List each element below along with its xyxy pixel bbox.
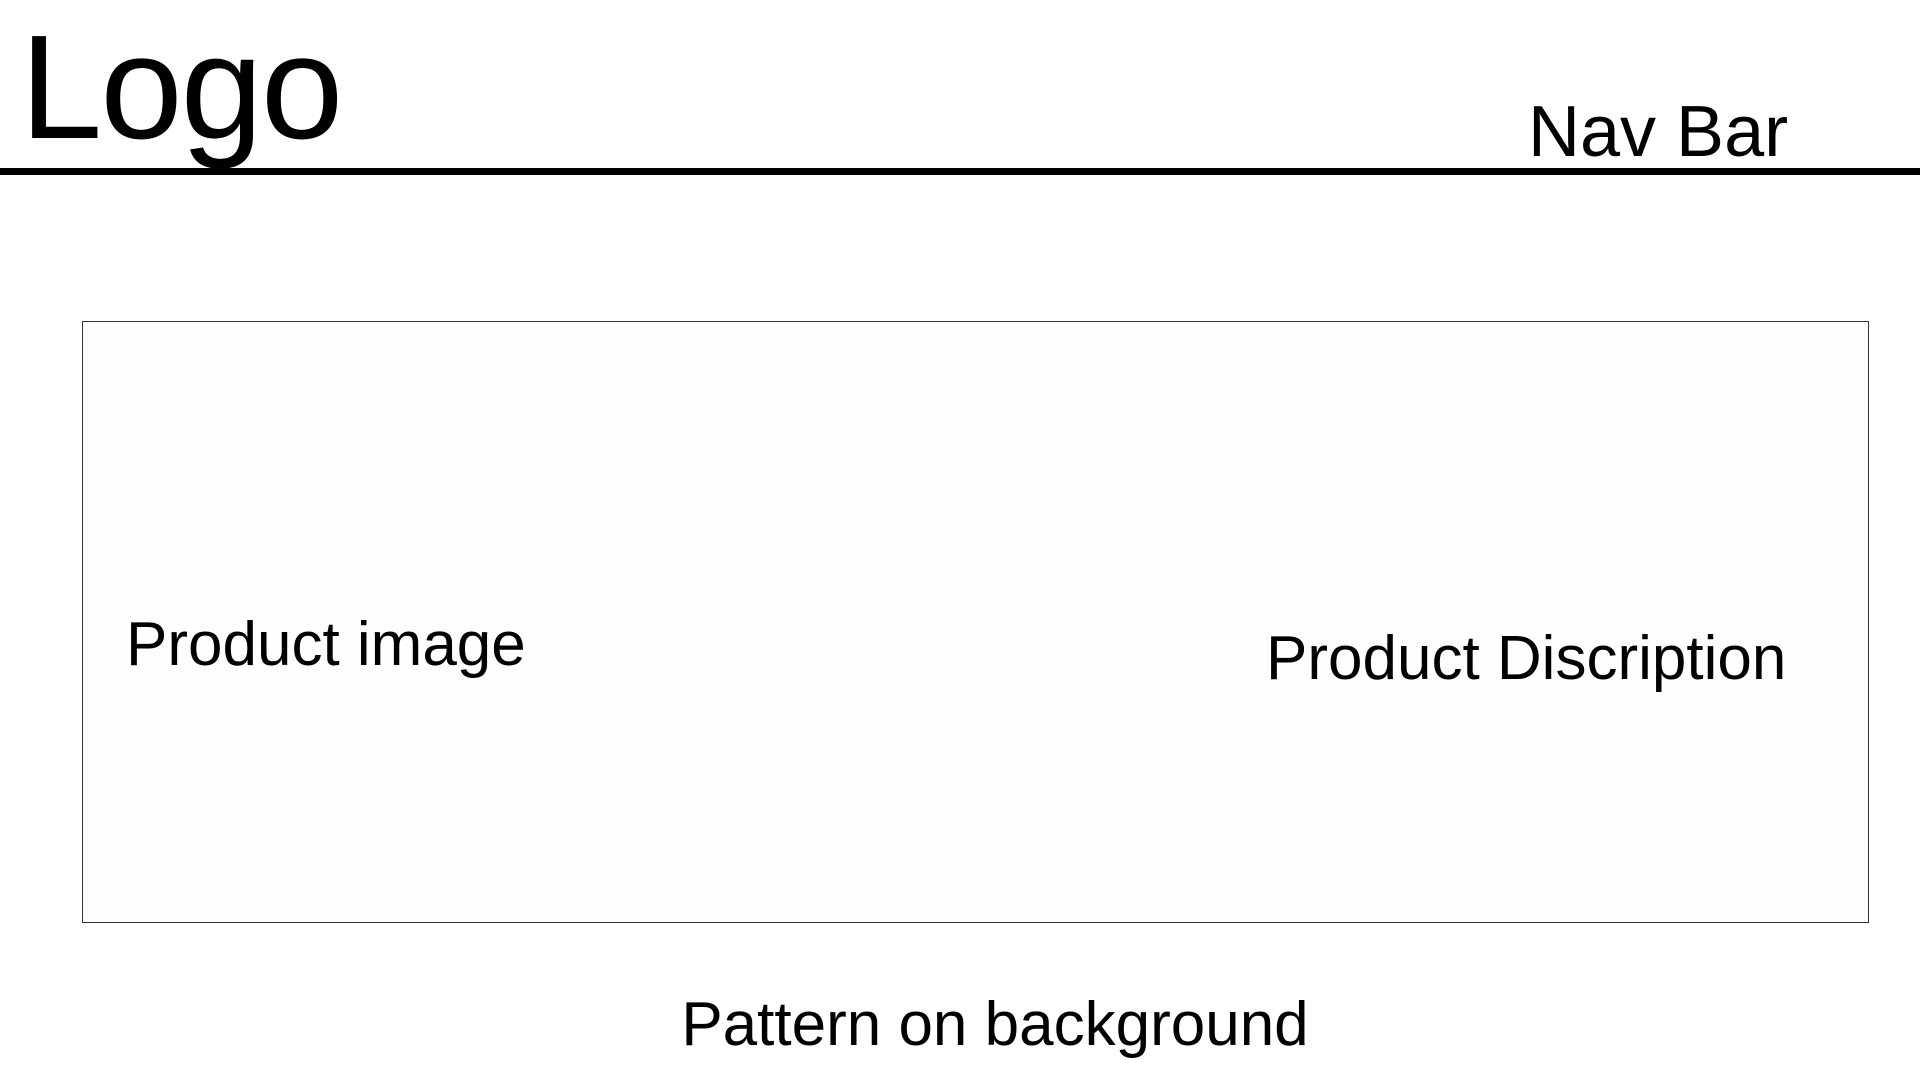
logo-placeholder[interactable]: Logo	[20, 5, 343, 170]
product-description-placeholder: Product Discription	[1266, 624, 1787, 693]
nav-bar-placeholder[interactable]: Nav Bar	[1528, 92, 1789, 172]
product-image-placeholder: Product image	[126, 610, 526, 679]
header-divider	[0, 168, 1920, 175]
product-content-box	[82, 321, 1869, 923]
background-pattern-note: Pattern on background	[681, 990, 1309, 1059]
